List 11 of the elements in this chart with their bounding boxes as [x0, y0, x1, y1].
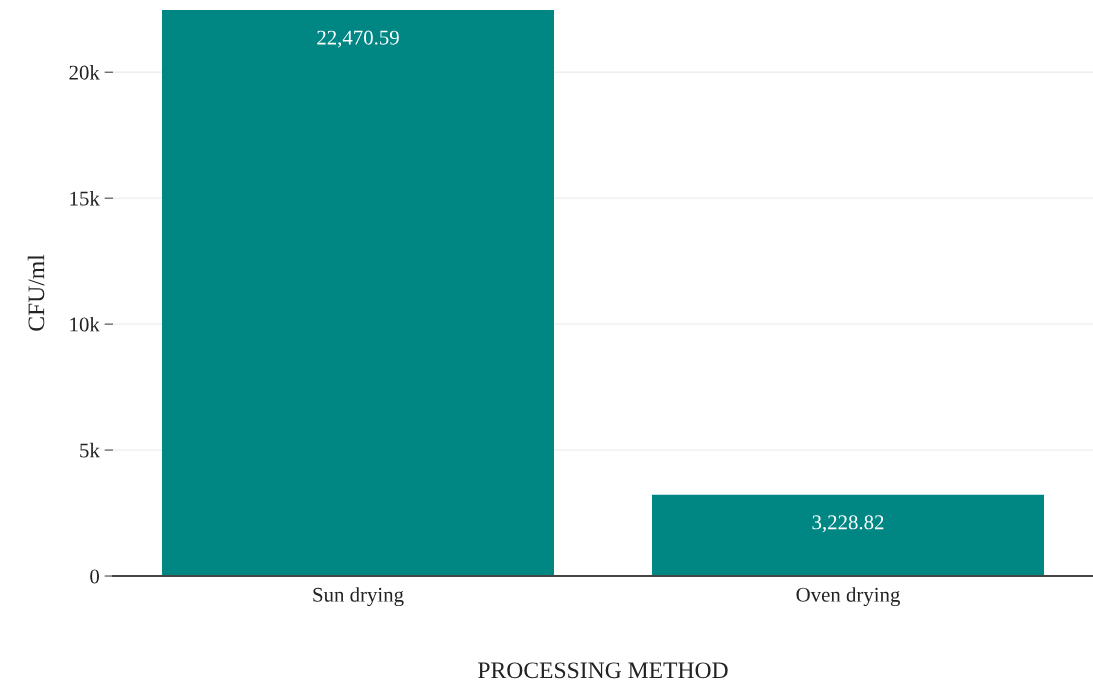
y-tick-label: 15k: [70, 190, 100, 206]
y-tick-label: 5k: [80, 442, 100, 458]
y-tick-label: 0: [90, 569, 100, 584]
y-axis-title: CFU/ml: [27, 254, 45, 331]
y-tick-label: 10k: [70, 316, 100, 332]
y-tick-label: 20k: [69, 64, 100, 80]
data-label: 3,228.82: [812, 515, 884, 533]
data-label: 22,470.59: [317, 30, 399, 48]
x-axis-title: PROCESSING METHOD: [478, 662, 728, 679]
x-tick-label: Oven drying: [796, 587, 900, 607]
x-tick-label: Sun drying: [313, 587, 404, 607]
